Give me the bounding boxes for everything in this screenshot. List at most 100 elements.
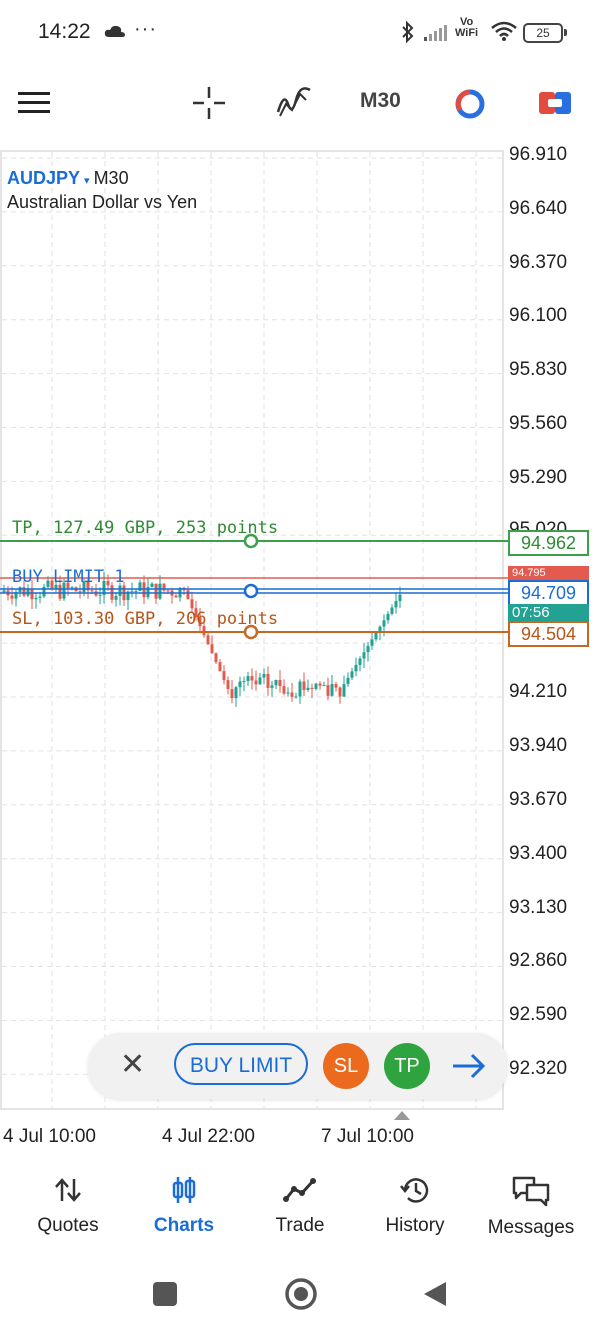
candle-body	[246, 676, 250, 682]
price-label: 93.940	[509, 735, 568, 756]
candle-body	[190, 599, 194, 609]
candle-body	[34, 597, 38, 600]
candle-body	[234, 687, 238, 699]
candle-body	[66, 582, 70, 589]
candle-body	[138, 582, 142, 591]
candle-body	[266, 673, 270, 688]
wifi-icon	[491, 21, 517, 41]
ask-price-tag: 94.795	[508, 566, 589, 580]
candle-body	[278, 679, 282, 687]
signal-icon	[424, 25, 447, 41]
price-label: 93.130	[509, 897, 568, 918]
candle-body	[30, 589, 34, 600]
candle-body	[114, 595, 118, 600]
crosshair-icon[interactable]	[192, 86, 226, 120]
objects-icon[interactable]	[454, 88, 486, 120]
tp-price-box: 94.962	[508, 530, 589, 556]
arrow-right-icon[interactable]	[450, 1050, 488, 1082]
symbol-header[interactable]: AUDJPY ▾ M30	[7, 168, 129, 189]
timeframe-button[interactable]: M30	[360, 89, 401, 112]
indicators-icon[interactable]	[276, 86, 312, 118]
candle-body	[334, 684, 338, 688]
candle-body	[198, 617, 202, 627]
order-type-button[interactable]: BUY LIMIT	[174, 1043, 308, 1085]
candle-body	[238, 681, 242, 688]
order-levels	[0, 533, 508, 640]
recents-button[interactable]	[153, 1282, 177, 1306]
candle-body	[106, 580, 110, 586]
chart-canvas[interactable]	[0, 150, 600, 1120]
time-label: 4 Jul 22:00	[162, 1126, 255, 1147]
candle-body	[194, 608, 198, 618]
candle-body	[282, 686, 286, 694]
candle-body	[226, 680, 230, 690]
candle-body	[10, 595, 14, 599]
candle-body	[310, 687, 314, 690]
candle-body	[158, 583, 162, 599]
nav-label: Quotes	[37, 1215, 99, 1236]
nav-label: History	[385, 1215, 445, 1236]
price-label: 96.910	[509, 144, 568, 165]
candle-body	[78, 591, 82, 593]
candle-body	[250, 676, 254, 681]
symbol-description: Australian Dollar vs Yen	[7, 192, 198, 212]
nav-messages[interactable]: Messages	[476, 1175, 586, 1239]
sl-button[interactable]: SL	[323, 1043, 369, 1089]
candle-body	[142, 582, 146, 598]
candle-body	[242, 681, 246, 683]
status-time: 14:22	[38, 20, 91, 43]
candles	[2, 571, 402, 708]
chart-area[interactable]	[0, 150, 600, 1120]
candle-body	[262, 673, 266, 678]
candle-body	[254, 680, 258, 685]
candle-body	[398, 594, 402, 602]
candle-body	[366, 645, 370, 653]
candle-body	[118, 585, 122, 596]
time-label: 4 Jul 10:00	[3, 1126, 96, 1147]
candle-body	[98, 594, 102, 596]
price-label: 95.560	[509, 413, 568, 434]
symbol-dropdown-icon[interactable]: ▾	[84, 175, 90, 187]
messages-icon	[512, 1176, 550, 1207]
more-notifications-icon: ···	[134, 18, 157, 40]
sl-drag-handle	[243, 624, 259, 640]
candle-body	[286, 692, 290, 694]
candle-body	[166, 590, 170, 592]
price-label: 95.290	[509, 467, 568, 488]
candle-body	[206, 635, 210, 645]
candle-body	[186, 590, 190, 600]
quotes-icon	[55, 1178, 81, 1202]
candle-body	[146, 587, 150, 598]
one-click-trade-icon[interactable]	[538, 88, 572, 118]
candle-body	[62, 582, 66, 599]
nav-history[interactable]: History	[360, 1175, 470, 1237]
candle-body	[222, 671, 226, 681]
candle-body	[102, 580, 106, 595]
chart-shift-marker[interactable]	[394, 1111, 410, 1120]
candle-body	[210, 644, 214, 654]
price-label: 93.400	[509, 843, 568, 864]
close-icon[interactable]: ✕	[120, 1048, 146, 1081]
tp-button[interactable]: TP	[384, 1043, 430, 1089]
candle-body	[130, 591, 134, 593]
nav-charts[interactable]: Charts	[129, 1175, 239, 1237]
candle-body	[150, 583, 154, 588]
price-label: 95.830	[509, 359, 568, 380]
candle-body	[46, 580, 50, 587]
back-button[interactable]	[422, 1280, 448, 1308]
nav-label: Charts	[153, 1215, 215, 1236]
candle-body	[14, 592, 18, 599]
chart-frame	[0, 150, 504, 1110]
nav-label: Messages	[487, 1217, 575, 1238]
nav-trade[interactable]: Trade	[245, 1175, 355, 1237]
candle-body	[218, 662, 222, 672]
home-button[interactable]	[284, 1277, 318, 1311]
menu-icon[interactable]	[18, 92, 50, 119]
candle-body	[394, 601, 398, 608]
candle-body	[386, 613, 390, 621]
symbol-name[interactable]: AUDJPY	[7, 168, 81, 188]
candle-body	[38, 596, 42, 598]
symbol-timeframe: M30	[93, 168, 129, 188]
nav-quotes[interactable]: Quotes	[13, 1175, 123, 1237]
price-label: 92.860	[509, 950, 568, 971]
